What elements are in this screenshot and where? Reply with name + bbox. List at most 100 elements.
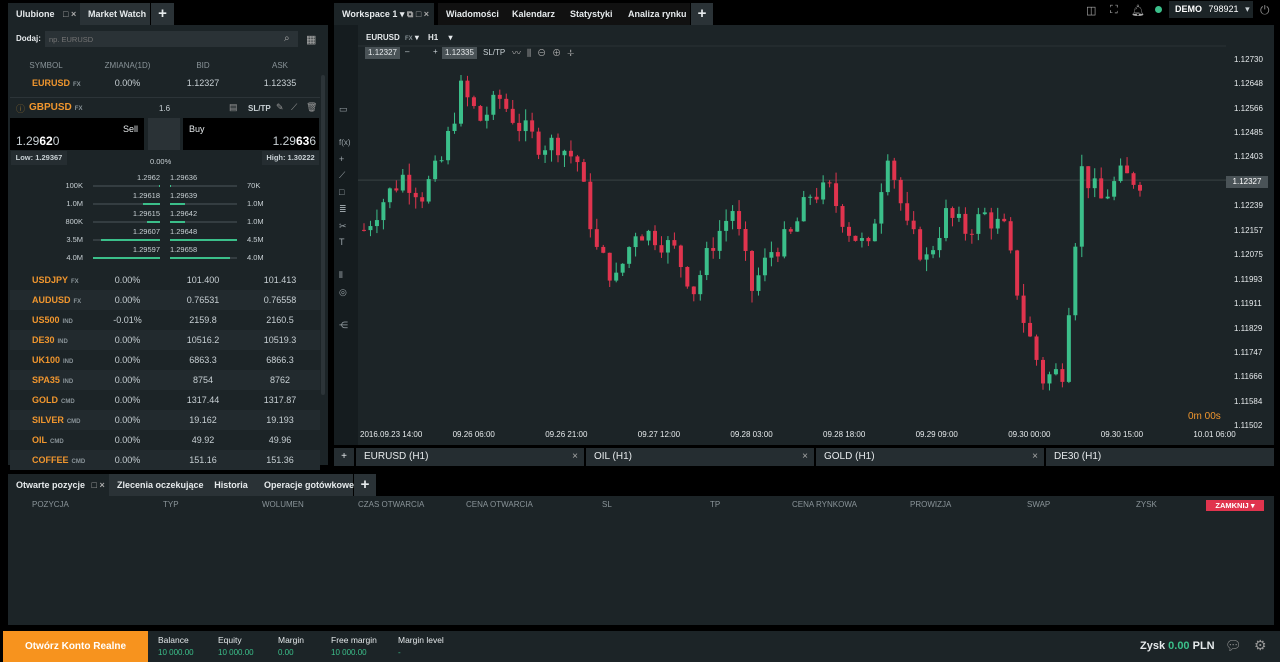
scrollbar[interactable]	[321, 75, 325, 395]
tab-label: EURUSD (H1)	[364, 451, 429, 462]
column-header[interactable]: TP	[710, 500, 721, 509]
tab-market-watch[interactable]: Market Watch	[80, 3, 150, 25]
indicators-icon[interactable]: f(x)	[339, 138, 351, 147]
buy-button[interactable]: Buy 1.29636	[183, 118, 319, 150]
tab-historia[interactable]: Historia	[206, 474, 256, 496]
fibonacci-icon[interactable]: ≣	[339, 204, 347, 214]
chart-sell-button[interactable]: 1.12327	[365, 47, 400, 59]
close-icon[interactable]: □ ×	[63, 9, 77, 19]
close-icon[interactable]: ×	[572, 451, 578, 462]
list-item[interactable]: COFFEE CMD 0.00% 151.16 151.36	[10, 450, 320, 470]
column-header[interactable]: TYP	[163, 500, 179, 509]
bars-icon[interactable]: ⫴	[339, 270, 343, 280]
list-item[interactable]: SPA35 IND 0.00% 8754 8762	[10, 370, 320, 390]
list-item[interactable]: US500 IND -0.01% 2159.8 2160.5	[10, 310, 320, 330]
line-chart-icon[interactable]: 〰	[512, 48, 528, 58]
share-icon[interactable]: ⋲	[339, 320, 348, 330]
list-item[interactable]: USDJPY FX 0.00% 101.400 101.413	[10, 270, 320, 290]
add-tab-button[interactable]: +	[691, 3, 713, 25]
chart-tab-oil[interactable]: OIL (H1) ×	[586, 448, 814, 466]
settings-icon[interactable]: ⚙	[1254, 637, 1267, 653]
symbol-search-input[interactable]	[45, 31, 298, 47]
col-change[interactable]: ZMIANA(1D)	[104, 61, 151, 70]
close-icon[interactable]: ×	[1032, 451, 1038, 462]
sell-button[interactable]: Sell 1.29620	[10, 118, 144, 150]
list-item[interactable]: DE30 IND 0.00% 10516.2 10519.3	[10, 330, 320, 350]
list-item[interactable]: UK100 IND 0.00% 6863.3 6866.3	[10, 350, 320, 370]
trash-icon[interactable]: 🗑	[306, 102, 318, 112]
power-icon[interactable]: ⏻	[1260, 3, 1270, 17]
col-symbol[interactable]: SYMBOL	[29, 61, 63, 70]
tab-kalendarz[interactable]: Kalendarz	[504, 3, 562, 25]
list-item[interactable]: OIL CMD 0.00% 49.92 49.96	[10, 430, 320, 450]
column-header[interactable]: ZYSK	[1136, 500, 1157, 509]
list-item-eurusd[interactable]: EURUSD FX 0.00% 1.12327 1.12335	[10, 73, 320, 93]
edit-icon[interactable]: ✎	[276, 102, 284, 112]
list-item[interactable]: AUDUSD FX 0.00% 0.76531 0.76558	[10, 290, 320, 310]
chart-icon[interactable]: ⟋	[291, 102, 298, 112]
close-icon[interactable]: ⧉ □ ×	[406, 9, 430, 19]
column-header[interactable]: CENA RYNKOWA	[792, 500, 857, 509]
window-icon[interactable]: ▭	[339, 104, 348, 114]
chat-icon[interactable]: 💬︎	[1225, 638, 1242, 653]
tab-operacje-gotowkowe[interactable]: Operacje gotówkowe	[256, 474, 354, 496]
sltp-button[interactable]: SL/TP	[248, 104, 271, 113]
fullscreen-icon[interactable]: ⛶	[1110, 4, 1118, 16]
price-chart[interactable]	[334, 25, 1274, 445]
col-bid[interactable]: BID	[196, 61, 210, 70]
candle-type-icon[interactable]: ⫼	[527, 48, 538, 58]
add-chart-button[interactable]: +	[334, 448, 354, 466]
volume-input[interactable]	[148, 118, 180, 150]
add-tab-button[interactable]: +	[354, 474, 376, 496]
column-header[interactable]: SL	[602, 500, 612, 509]
column-header[interactable]: CZAS OTWARCIA	[358, 500, 425, 509]
column-header[interactable]: POZYCJA	[32, 500, 69, 509]
tab-workspace-1[interactable]: Workspace 1 ▾ ⧉ □ ×	[334, 3, 434, 25]
line-tool-icon[interactable]: ⟋	[339, 170, 346, 180]
chart-tab-gold[interactable]: GOLD (H1) ×	[816, 448, 1044, 466]
open-real-account-button[interactable]: Otwórz Konto Realne	[3, 631, 148, 662]
tab-zlecenia-oczekujace[interactable]: Zlecenia oczekujące	[109, 474, 206, 496]
add-tab-button[interactable]: +	[151, 3, 174, 25]
chart-sltp-button[interactable]: SL/TP	[483, 48, 506, 57]
crosshair-icon[interactable]: ✛	[567, 48, 581, 58]
zoom-out-icon[interactable]: ⊖	[537, 48, 553, 58]
scissors-icon[interactable]: ✂	[339, 221, 347, 231]
zoom-in-icon[interactable]: ⊕	[552, 48, 568, 58]
volume-decrease[interactable]: –	[405, 47, 410, 56]
col-ask[interactable]: ASK	[271, 61, 288, 70]
column-header[interactable]: WOLUMEN	[262, 500, 304, 509]
column-header[interactable]: CENA OTWARCIA	[466, 500, 533, 509]
search-icon[interactable]: ⌕	[284, 33, 290, 44]
text-icon[interactable]: T	[339, 237, 345, 247]
tab-ulubione[interactable]: Ulubione □ ×	[8, 3, 80, 25]
depth-icon[interactable]: ▤	[229, 102, 238, 112]
rectangle-icon[interactable]: □	[339, 187, 345, 197]
chart-buy-button[interactable]: 1.12335	[442, 47, 477, 59]
interval-selector[interactable]: H1 ▾	[428, 33, 453, 42]
layers-icon[interactable]: ◎	[339, 287, 347, 297]
ask-volume: 1.0M	[247, 217, 264, 226]
chart-tab-de30[interactable]: DE30 (H1)	[1046, 448, 1274, 466]
close-all-button[interactable]: ZAMKNIJ ▾	[1206, 500, 1264, 511]
tab-analiza-rynku[interactable]: Analiza rynku	[620, 3, 690, 25]
tab-wiadomosci[interactable]: Wiadomości	[438, 3, 504, 25]
volume-increase[interactable]: +	[433, 47, 438, 56]
crosshair-icon[interactable]: +	[339, 154, 345, 164]
list-item[interactable]: GOLD CMD 0.00% 1317.44 1317.87	[10, 390, 320, 410]
account-selector[interactable]: DEMO 798921 ▾	[1169, 1, 1253, 18]
grid-view-icon[interactable]: ▦	[306, 34, 317, 46]
chart-symbol-selector[interactable]: EURUSD FX ▾	[366, 33, 419, 42]
stat-label: Margin	[278, 635, 304, 645]
list-item[interactable]: SILVER CMD 0.00% 19.162 19.193	[10, 410, 320, 430]
info-icon[interactable]: ⓘ	[16, 104, 26, 114]
column-header[interactable]: PROWIZJA	[910, 500, 952, 509]
chart-tab-eurusd[interactable]: EURUSD (H1) ×	[356, 448, 584, 466]
layout-icon[interactable]: ◫	[1086, 5, 1097, 17]
bell-icon[interactable]: 🔔︎	[1131, 5, 1145, 17]
close-icon[interactable]: ×	[802, 451, 808, 462]
tab-otwarte-pozycje[interactable]: Otwarte pozycje □ ×	[8, 474, 109, 496]
column-header[interactable]: SWAP	[1027, 500, 1051, 509]
tab-statystyki[interactable]: Statystyki	[562, 3, 620, 25]
close-icon[interactable]: □ ×	[91, 480, 105, 490]
